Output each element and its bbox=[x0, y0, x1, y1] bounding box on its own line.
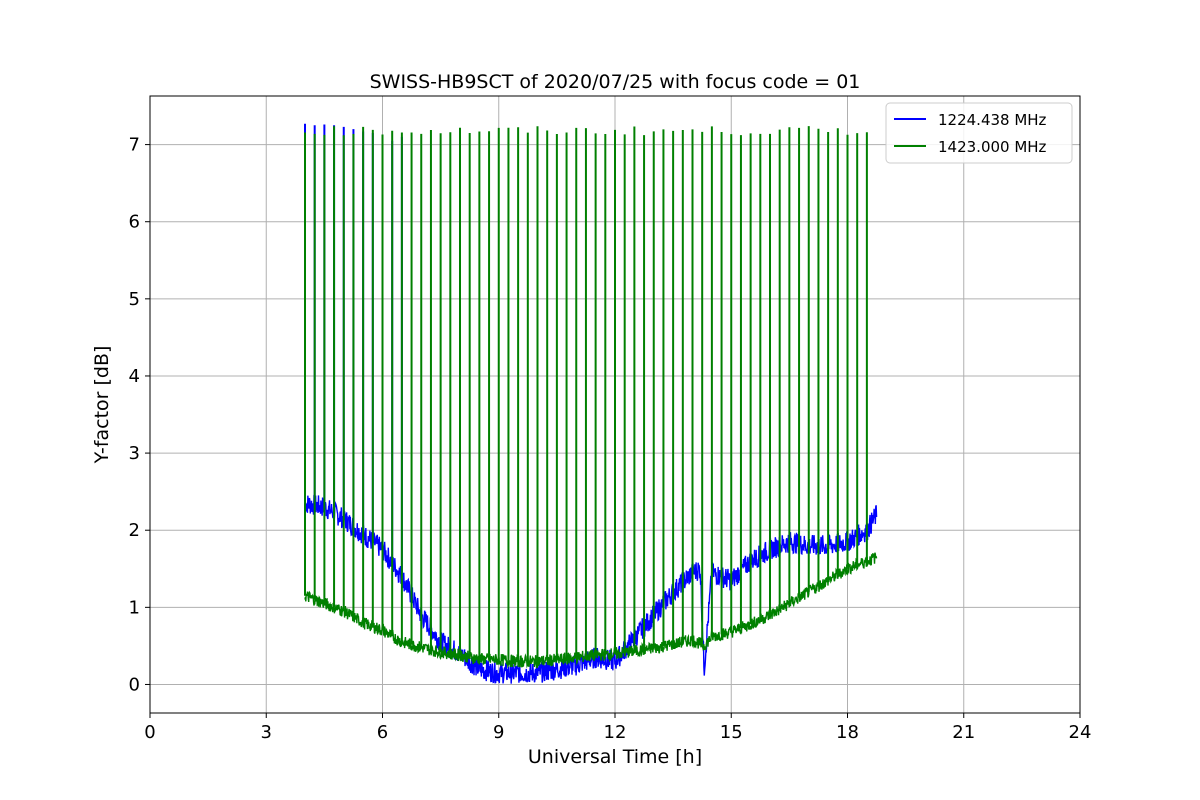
x-tick-label-6: 18 bbox=[836, 722, 859, 743]
plot-data bbox=[304, 123, 878, 684]
legend-box bbox=[885, 102, 1073, 164]
x-tick-label-3: 9 bbox=[493, 722, 504, 743]
y-tick-label-0: 0 bbox=[129, 674, 140, 695]
x-tick-label-8: 24 bbox=[1069, 722, 1092, 743]
x-tick-label-1: 3 bbox=[261, 722, 272, 743]
legend-label-1: 1423.000 MHz bbox=[938, 138, 1047, 156]
series-1 bbox=[304, 126, 878, 669]
y-tick-label-4: 4 bbox=[129, 366, 140, 387]
x-tick-label-0: 0 bbox=[144, 722, 155, 743]
series-line-0 bbox=[304, 492, 878, 684]
legend: 1224.438 MHz 1423.000 MHz bbox=[885, 102, 1073, 164]
y-tick-label-1: 1 bbox=[129, 597, 140, 618]
x-tick-label-5: 15 bbox=[720, 722, 743, 743]
legend-label-0: 1224.438 MHz bbox=[938, 111, 1047, 129]
y-tick-label-7: 7 bbox=[129, 135, 140, 156]
y-tick-label-3: 3 bbox=[129, 443, 140, 464]
y-tick-label-6: 6 bbox=[129, 212, 140, 233]
x-tick-label-2: 6 bbox=[377, 722, 388, 743]
series-line-1 bbox=[304, 552, 878, 669]
y-tick-label-2: 2 bbox=[129, 520, 140, 541]
x-axis-label: Universal Time [h] bbox=[528, 746, 702, 768]
chart-title: SWISS-HB9SCT of 2020/07/25 with focus co… bbox=[370, 71, 861, 93]
y-axis-label: Y-factor [dB] bbox=[91, 346, 113, 465]
x-tick-label-4: 12 bbox=[604, 722, 627, 743]
x-tick-label-7: 21 bbox=[952, 722, 975, 743]
y-tick-label-5: 5 bbox=[129, 289, 140, 310]
